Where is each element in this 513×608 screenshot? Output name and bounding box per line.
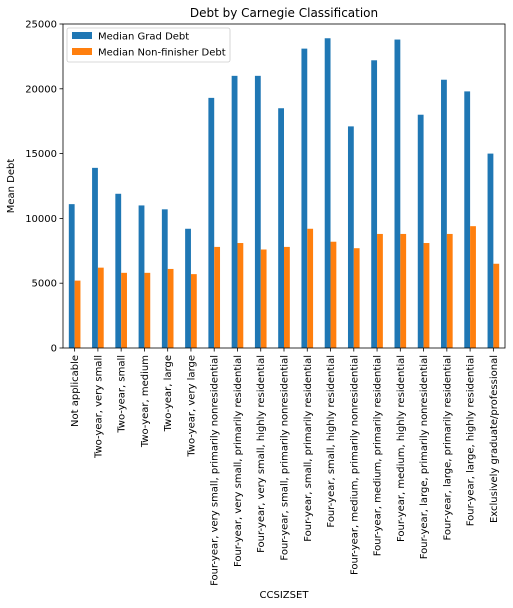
bar-grad-debt [92,167,98,348]
bar-grad-debt [68,204,75,348]
bar-nonfinisher-debt [121,272,127,348]
bar-nonfinisher-debt [493,263,500,348]
bar-nonfinisher-debt [423,243,430,348]
x-tick-label: Four-year, large, primarily nonresidenti… [419,355,430,559]
bar-grad-debt [487,153,494,348]
bar-nonfinisher-debt [167,268,174,348]
bar-grad-debt [115,193,122,348]
x-tick-label: Two-year, very small [93,355,104,459]
x-tick-label: Two-year, very large [186,355,197,458]
bar-grad-debt [301,48,308,349]
y-tick-label: 15000 [25,149,57,160]
bar-grad-debt [347,126,354,348]
bar-nonfinisher-debt [353,248,360,348]
x-tick-label: Two-year, large [163,355,174,432]
x-tick-label: Four-year, large, primarily residential [442,355,453,540]
legend-label-grad-debt: Median Grad Debt [98,32,189,43]
y-tick-label: 5000 [32,279,57,290]
bar-nonfinisher-debt [237,243,244,348]
x-tick-label: Four-year, small, highly residential [326,355,337,528]
legend-swatch-grad-debt [72,32,92,39]
bar-grad-debt [278,108,284,349]
bar-grad-debt [371,60,378,349]
plot-frame [62,23,506,349]
legend-swatch-nonfinisher-debt [72,48,92,55]
bar-nonfinisher-debt [307,228,314,348]
x-tick-label: Four-year, medium, highly residential [396,355,407,542]
bar-nonfinisher-debt [260,249,267,348]
legend-box [66,27,231,63]
x-tick-label: Four-year, very small, highly residentia… [256,355,267,553]
x-axis-ticks: Not applicable Two-year, very small Two-ye… [70,348,500,586]
y-axis-label: Mean Debt [6,159,17,214]
y-tick-label: 0 [51,344,57,355]
bar-nonfinisher-debt [400,233,407,348]
x-tick-label: Four-year, very small, primarily residen… [233,355,244,567]
y-tick-label: 25000 [25,20,57,31]
x-tick-label: Four-year, very small, primarily nonresi… [210,355,221,586]
bar-grad-debt [441,79,447,348]
chart-title: Debt by Carnegie Classification [190,6,378,20]
bar-nonfinisher-debt [446,233,453,348]
x-tick-label: Two-year, small [117,355,128,434]
x-tick-label: Four-year, large, highly residential [466,355,477,526]
bars-group [68,38,500,349]
bar-nonfinisher-debt [190,274,197,348]
x-tick-label: Four-year, medium, primarily nonresident… [349,355,360,575]
x-tick-label: Two-year, medium [140,355,151,448]
bar-grad-debt [161,209,168,348]
legend-label-nonfinisher-debt: Median Non-finisher Debt [98,48,226,59]
bar-nonfinisher-debt [214,246,221,348]
bar-grad-debt [464,91,471,348]
x-tick-label: Not applicable [70,355,81,427]
bar-nonfinisher-debt [284,246,290,348]
bar-grad-debt [208,97,215,348]
bar-nonfinisher-debt [97,267,104,348]
bar-nonfinisher-debt [74,280,81,348]
bar-nonfinisher-debt [330,241,337,348]
bar-nonfinisher-debt [470,226,476,348]
x-tick-label: Four-year, small, primarily residential [303,355,314,542]
x-tick-label: Four-year, medium, primarily residential [373,355,384,556]
x-axis-label: CCSIZSET [260,590,310,601]
bar-grad-debt [324,38,331,348]
bar-nonfinisher-debt [377,233,383,348]
y-tick-label: 20000 [25,84,57,95]
bar-nonfinisher-debt [144,272,151,348]
y-tick-label: 10000 [25,214,57,225]
bar-grad-debt [254,75,261,348]
bar-grad-debt [138,205,145,348]
bar-grad-debt [394,39,401,348]
bar-grad-debt [185,228,191,348]
x-tick-label: Exclusively graduate/professional [489,355,500,523]
x-tick-label: Four-year, small, primarily nonresidenti… [280,355,291,561]
legend: Median Grad Debt Median Non-finisher Deb… [66,27,231,63]
bar-grad-debt [231,75,238,348]
y-axis-ticks: 0 5000 10000 15000 20000 25000 [25,20,63,355]
bar-grad-debt [417,114,424,348]
